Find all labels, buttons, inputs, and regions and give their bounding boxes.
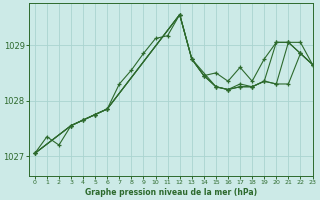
X-axis label: Graphe pression niveau de la mer (hPa): Graphe pression niveau de la mer (hPa) xyxy=(84,188,257,197)
